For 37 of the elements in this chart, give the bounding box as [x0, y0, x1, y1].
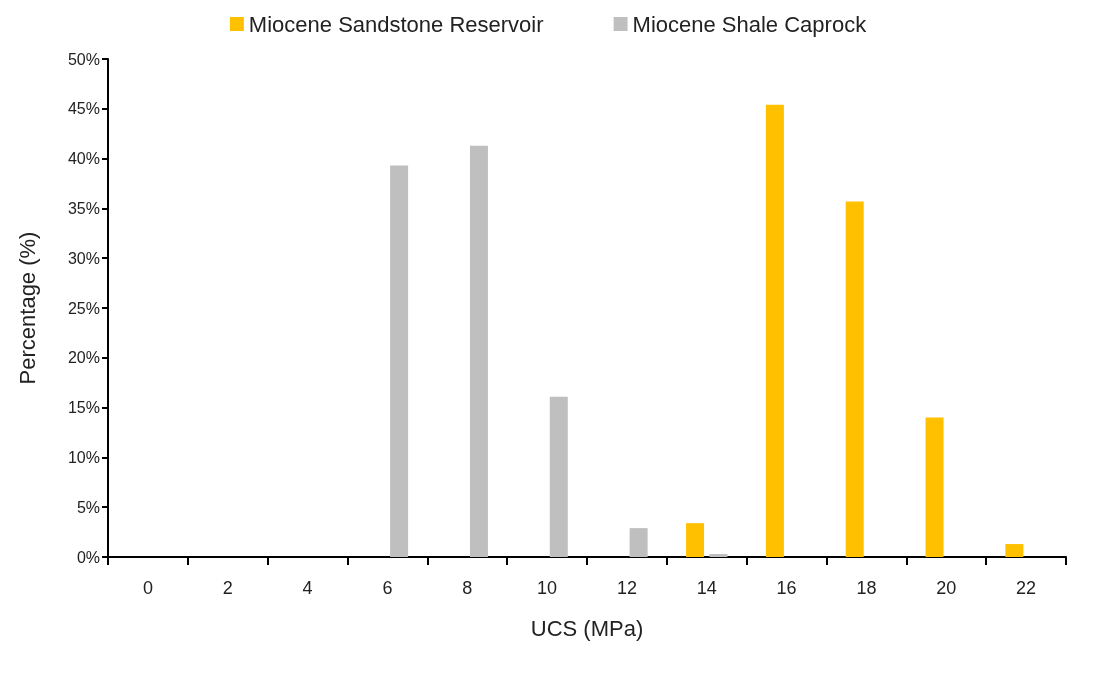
bar: [469, 145, 488, 557]
x-tick-label: 2: [222, 578, 233, 598]
x-tick-label: 6: [382, 578, 393, 598]
y-tick-label: 15%: [67, 399, 100, 417]
bar: [925, 417, 944, 557]
bar: [709, 554, 728, 557]
bar: [686, 523, 705, 557]
bar: [845, 201, 864, 557]
x-tick-label: 16: [776, 578, 797, 598]
y-tick-label: 0%: [76, 548, 100, 566]
x-tick-label: 0: [142, 578, 153, 598]
x-tick-label: 4: [302, 578, 313, 598]
x-tick-label: 12: [616, 578, 637, 598]
y-tick-label: 10%: [67, 448, 100, 466]
legend-label: Miocene Sandstone Reservoir: [248, 11, 544, 37]
y-tick-label: 40%: [67, 150, 100, 168]
y-tick-label: 50%: [67, 50, 100, 68]
bar: [549, 396, 568, 557]
y-tick-label: 5%: [76, 498, 100, 516]
x-tick-label: 8: [462, 578, 473, 598]
y-axis-title: Percentage (%): [14, 231, 40, 385]
x-axis-title: UCS (MPa): [530, 615, 644, 641]
x-tick-label: 18: [856, 578, 877, 598]
y-tick-label: 30%: [67, 249, 100, 267]
y-tick-label: 45%: [67, 100, 100, 118]
bar: [390, 165, 409, 557]
y-tick-label: 35%: [67, 199, 100, 217]
y-tick-label: 25%: [67, 299, 100, 317]
bar: [765, 104, 784, 557]
y-tick-label: 20%: [67, 349, 100, 367]
x-tick-label: 22: [1016, 578, 1037, 598]
x-tick-label: 14: [696, 578, 717, 598]
x-tick-label: 10: [537, 578, 558, 598]
bar: [629, 528, 648, 557]
bar: [1005, 544, 1024, 557]
x-tick-label: 20: [936, 578, 957, 598]
legend-label: Miocene Shale Caprock: [632, 11, 868, 37]
